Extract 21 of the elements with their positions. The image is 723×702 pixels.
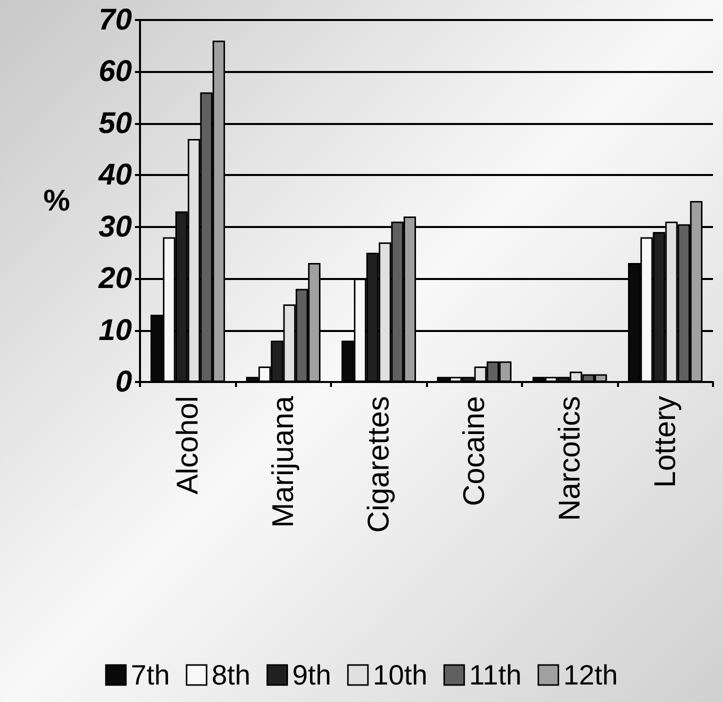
x-tick-label: Lottery [648,396,682,488]
legend-label: 12th [563,660,618,690]
legend-label: 11th [469,660,522,690]
y-tick-label: 10 [98,314,132,347]
x-tick-label: Cocaine [458,396,491,506]
legend-label: 7th [130,660,170,690]
y-tick-label: 40 [98,158,132,192]
legend-label: 9th [292,660,332,690]
y-axis-title: % [43,184,70,218]
y-tick-label: 30 [98,210,132,244]
legend-label: 8th [212,660,251,690]
x-tick-label: Narcotics [553,396,586,522]
legend-label: 10th [372,660,428,690]
x-tick-label: Alcohol [171,396,204,494]
y-tick-label: 70 [98,4,132,36]
y-tick-label: 20 [98,262,132,296]
y-tick-label: 60 [98,55,132,88]
y-tick-label: 50 [98,106,132,140]
x-tick-label: Cigarettes [362,396,396,533]
y-tick-label: 0 [115,366,132,398]
x-tick-label: Marijuana [266,396,300,528]
